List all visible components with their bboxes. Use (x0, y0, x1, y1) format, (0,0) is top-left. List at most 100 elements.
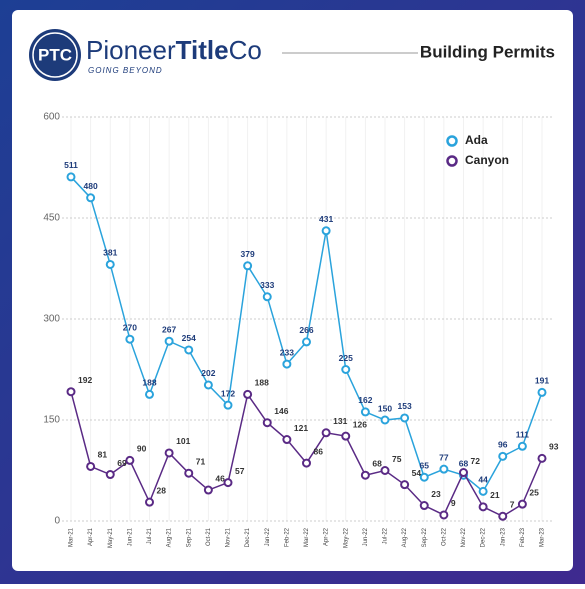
chart-title: Building Permits (420, 42, 555, 61)
data-label: 233 (280, 347, 294, 357)
point (498, 511, 508, 521)
data-label: 188 (255, 378, 269, 388)
data-label: 72 (471, 456, 481, 466)
legend-label: Ada (465, 133, 488, 147)
point (223, 400, 233, 410)
point (321, 428, 331, 438)
point (66, 172, 76, 182)
x-tick-label: Sep-22 (422, 527, 428, 547)
data-label: 225 (339, 353, 353, 363)
data-label: 65 (420, 460, 430, 470)
brand: PioneerTitleCo (86, 35, 262, 65)
point (66, 387, 76, 397)
data-label: 86 (314, 446, 324, 456)
y-tick-label: 150 (43, 415, 60, 426)
x-tick-label: Jul-21 (147, 527, 153, 544)
point (86, 193, 96, 203)
data-label: 379 (241, 249, 255, 259)
x-tick-label: Oct-21 (206, 527, 212, 546)
data-label: 172 (221, 388, 235, 398)
data-label: 254 (182, 333, 196, 343)
x-tick-label: Feb-22 (284, 527, 290, 547)
tagline: GOING BEYOND (88, 66, 163, 75)
x-tick-label: Nov-21 (226, 527, 232, 547)
x-tick-label: Apr-21 (88, 527, 94, 546)
data-label: 202 (201, 368, 215, 378)
data-label: 270 (123, 322, 137, 332)
data-label: 188 (142, 378, 156, 388)
point (537, 387, 547, 397)
data-label: 7 (510, 500, 515, 510)
point (517, 499, 527, 509)
x-tick-label: Apr-22 (324, 527, 330, 546)
card (12, 10, 573, 571)
data-label: 126 (353, 419, 367, 429)
data-label: 23 (431, 489, 441, 499)
logo-circle (29, 29, 81, 81)
data-label: 69 (117, 458, 127, 468)
point (400, 413, 410, 423)
point (380, 466, 390, 475)
data-label: 101 (176, 436, 190, 446)
point (164, 448, 174, 458)
data-label: 146 (274, 406, 288, 416)
y-tick-label: 300 (43, 314, 60, 325)
data-label: 191 (535, 376, 549, 386)
x-tick-label: Jul-22 (383, 527, 389, 544)
brand-regular: Pioneer (86, 35, 176, 65)
data-label: 131 (333, 416, 347, 426)
x-tick-label: Feb-23 (520, 527, 526, 547)
point (302, 458, 311, 468)
x-tick-label: Sep-21 (186, 527, 192, 547)
point (498, 451, 508, 461)
data-label: 192 (78, 375, 92, 385)
x-tick-label: May-21 (108, 527, 114, 548)
point (184, 345, 194, 355)
point (145, 389, 154, 399)
data-label: 381 (103, 248, 117, 258)
point (262, 292, 272, 302)
data-label: 44 (478, 475, 488, 485)
data-label: 25 (529, 487, 539, 497)
x-tick-label: Mar-22 (304, 527, 310, 547)
point (145, 497, 154, 507)
point (459, 468, 468, 478)
legend-label: Canyon (465, 153, 509, 167)
x-tick-label: May-22 (343, 527, 349, 548)
data-label: 54 (412, 468, 422, 478)
data-label: 71 (196, 456, 206, 466)
brand-end: Co (229, 35, 262, 65)
data-label: 96 (498, 440, 508, 450)
y-tick-label: 0 (54, 516, 60, 527)
point (380, 415, 390, 425)
data-label: 93 (549, 442, 559, 452)
point (302, 337, 311, 347)
x-tick-label: Dec-21 (245, 527, 251, 547)
point (223, 478, 233, 488)
data-label: 333 (260, 280, 274, 290)
data-label: 57 (235, 466, 245, 476)
point (86, 461, 96, 471)
data-label: 21 (490, 490, 500, 500)
data-label: 153 (398, 401, 412, 411)
y-tick-label: 600 (43, 112, 60, 123)
point (341, 365, 351, 374)
data-label: 431 (319, 214, 333, 224)
x-tick-label: Aug-22 (402, 527, 408, 547)
x-tick-label: Oct-22 (441, 527, 447, 546)
x-tick-label: Jan-23 (500, 527, 506, 546)
data-label: 121 (294, 423, 308, 433)
point (282, 435, 292, 445)
point (537, 453, 547, 463)
point (125, 455, 135, 465)
point (125, 334, 135, 344)
x-tick-label: Mar-21 (69, 527, 75, 547)
point (203, 485, 213, 495)
point (282, 359, 292, 369)
point (400, 480, 410, 490)
x-tick-label: Dec-22 (481, 527, 487, 547)
point (478, 502, 488, 512)
x-tick-label: Aug-21 (167, 527, 173, 547)
data-label: 68 (459, 458, 469, 468)
